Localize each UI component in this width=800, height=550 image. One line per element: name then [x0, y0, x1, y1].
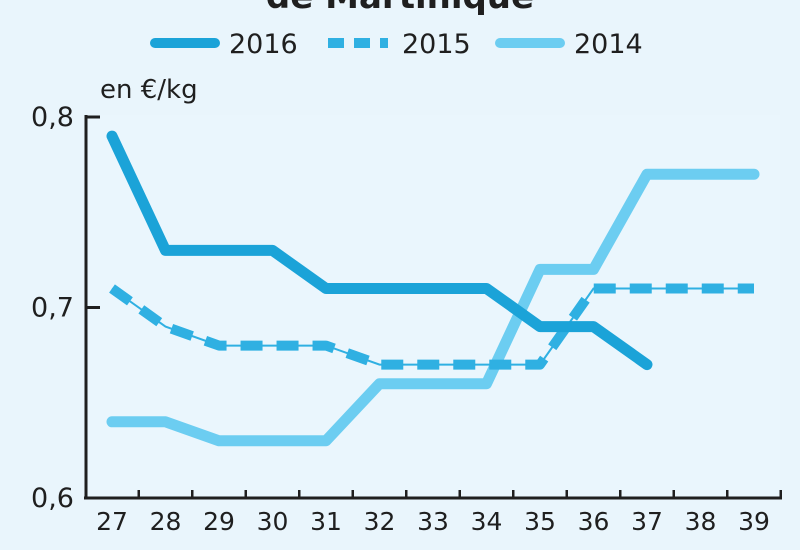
legend-label-2015: 2015: [402, 29, 471, 60]
x-tick-label: 35: [524, 507, 556, 536]
x-tick-label: 36: [578, 507, 610, 536]
legend-label-2016: 2016: [229, 29, 298, 60]
y-ticks: 0,6 0,7 0,8: [31, 102, 100, 514]
series-line-2016: [106, 130, 653, 371]
y-tick-label: 0,8: [31, 102, 74, 133]
x-tick-label: 29: [203, 507, 235, 536]
x-tick-label: 30: [257, 507, 289, 536]
series-line-2014: [106, 168, 760, 447]
x-tick-label: 39: [738, 507, 770, 536]
series-lines: [106, 130, 760, 447]
x-tick-label: 28: [150, 507, 182, 536]
chart-title: de Martinique: [266, 0, 534, 17]
x-tick-label: 27: [96, 507, 128, 536]
y-tick-label: 0,6: [31, 483, 74, 514]
x-tick-label: 32: [364, 507, 396, 536]
x-ticks: 27 28 29 30 31 32 33 34 35 36 37 38 39: [96, 490, 782, 536]
x-tick-label: 38: [685, 507, 717, 536]
y-tick-label: 0,7: [31, 293, 74, 324]
x-tick-label: 37: [631, 507, 663, 536]
y-axis-unit-label: en €/kg: [100, 75, 198, 105]
legend: 2016 2015 2014: [150, 29, 643, 60]
x-tick-label: 31: [310, 507, 342, 536]
x-tick-label: 34: [471, 507, 503, 536]
series-line-2015: [109, 283, 754, 370]
x-tick-label: 33: [417, 507, 449, 536]
legend-label-2014: 2014: [574, 29, 643, 60]
